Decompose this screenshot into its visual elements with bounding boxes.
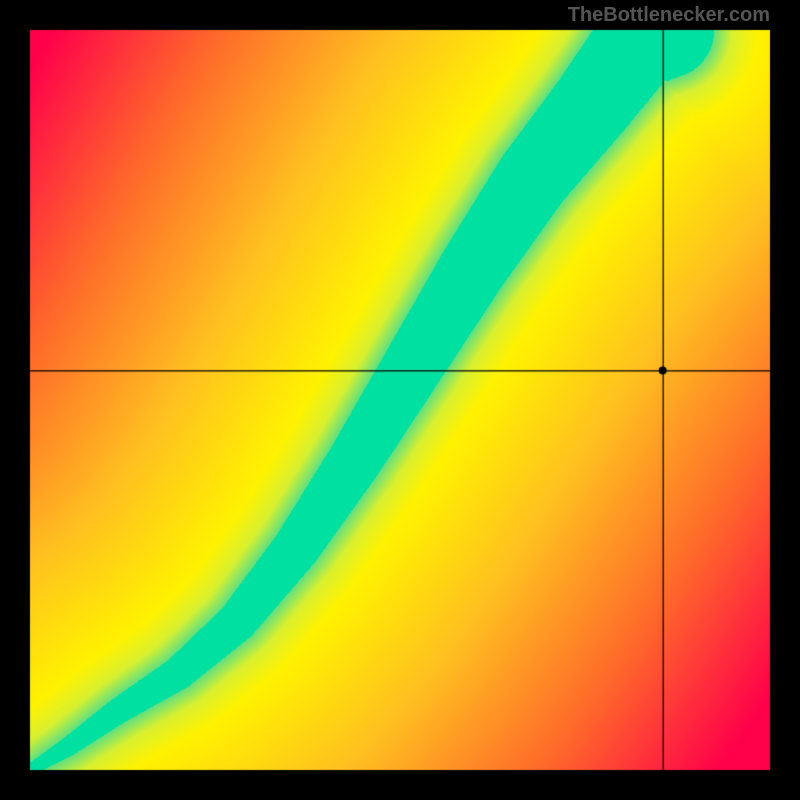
heatmap-canvas [0,0,800,800]
chart-container: TheBottlenecker.com [0,0,800,800]
watermark-text: TheBottlenecker.com [568,4,770,27]
